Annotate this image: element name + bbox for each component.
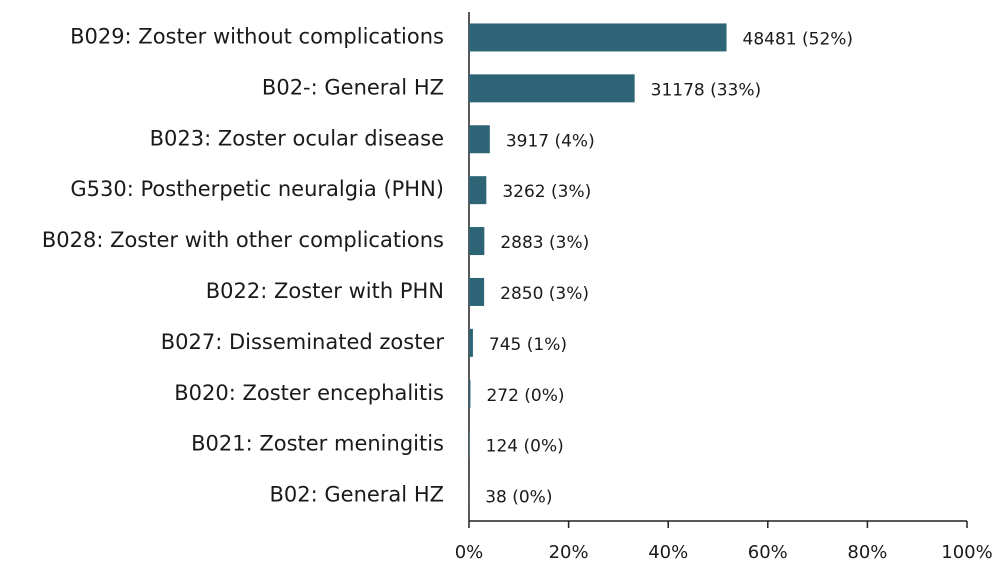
bar: [469, 176, 487, 205]
y-tick-label: B023: Zoster ocular disease: [150, 126, 444, 150]
x-tick-label: 60%: [748, 542, 788, 563]
value-label: 3262 (3%): [502, 182, 591, 202]
value-label: 31178 (33%): [651, 80, 762, 100]
y-tick-label: B02: General HZ: [270, 483, 445, 507]
x-tick-label: 0%: [455, 542, 484, 563]
bar: [469, 227, 485, 256]
y-tick-label: G530: Postherpetic neuralgia (PHN): [70, 177, 444, 201]
value-label: 38 (0%): [485, 488, 552, 508]
value-label: 3917 (4%): [506, 131, 595, 151]
y-tick-label: B029: Zoster without complications: [70, 24, 444, 48]
bar: [469, 379, 471, 408]
value-label: 2850 (3%): [500, 284, 589, 304]
value-label: 124 (0%): [486, 437, 564, 457]
bar: [469, 328, 473, 357]
bar: [469, 277, 485, 306]
y-tick-label: B02-: General HZ: [262, 75, 444, 99]
x-tick-label: 20%: [549, 542, 589, 563]
x-tick-label: 40%: [648, 542, 688, 563]
value-label: 745 (1%): [489, 335, 567, 355]
y-tick-label: B020: Zoster encephalitis: [174, 381, 444, 405]
y-tick-label: B021: Zoster meningitis: [191, 432, 444, 456]
bar: [469, 125, 490, 154]
bar: [469, 430, 470, 459]
y-tick-label: B028: Zoster with other complications: [42, 228, 444, 252]
y-tick-label: B027: Disseminated zoster: [161, 330, 445, 354]
value-label: 2883 (3%): [500, 233, 589, 253]
x-tick-label: 80%: [847, 542, 887, 563]
value-label: 48481 (52%): [743, 29, 854, 49]
bar: [469, 23, 727, 52]
y-tick-label: B022: Zoster with PHN: [206, 279, 444, 303]
value-label: 272 (0%): [486, 386, 564, 406]
bar: [469, 74, 635, 103]
x-tick-label: 100%: [941, 542, 992, 563]
